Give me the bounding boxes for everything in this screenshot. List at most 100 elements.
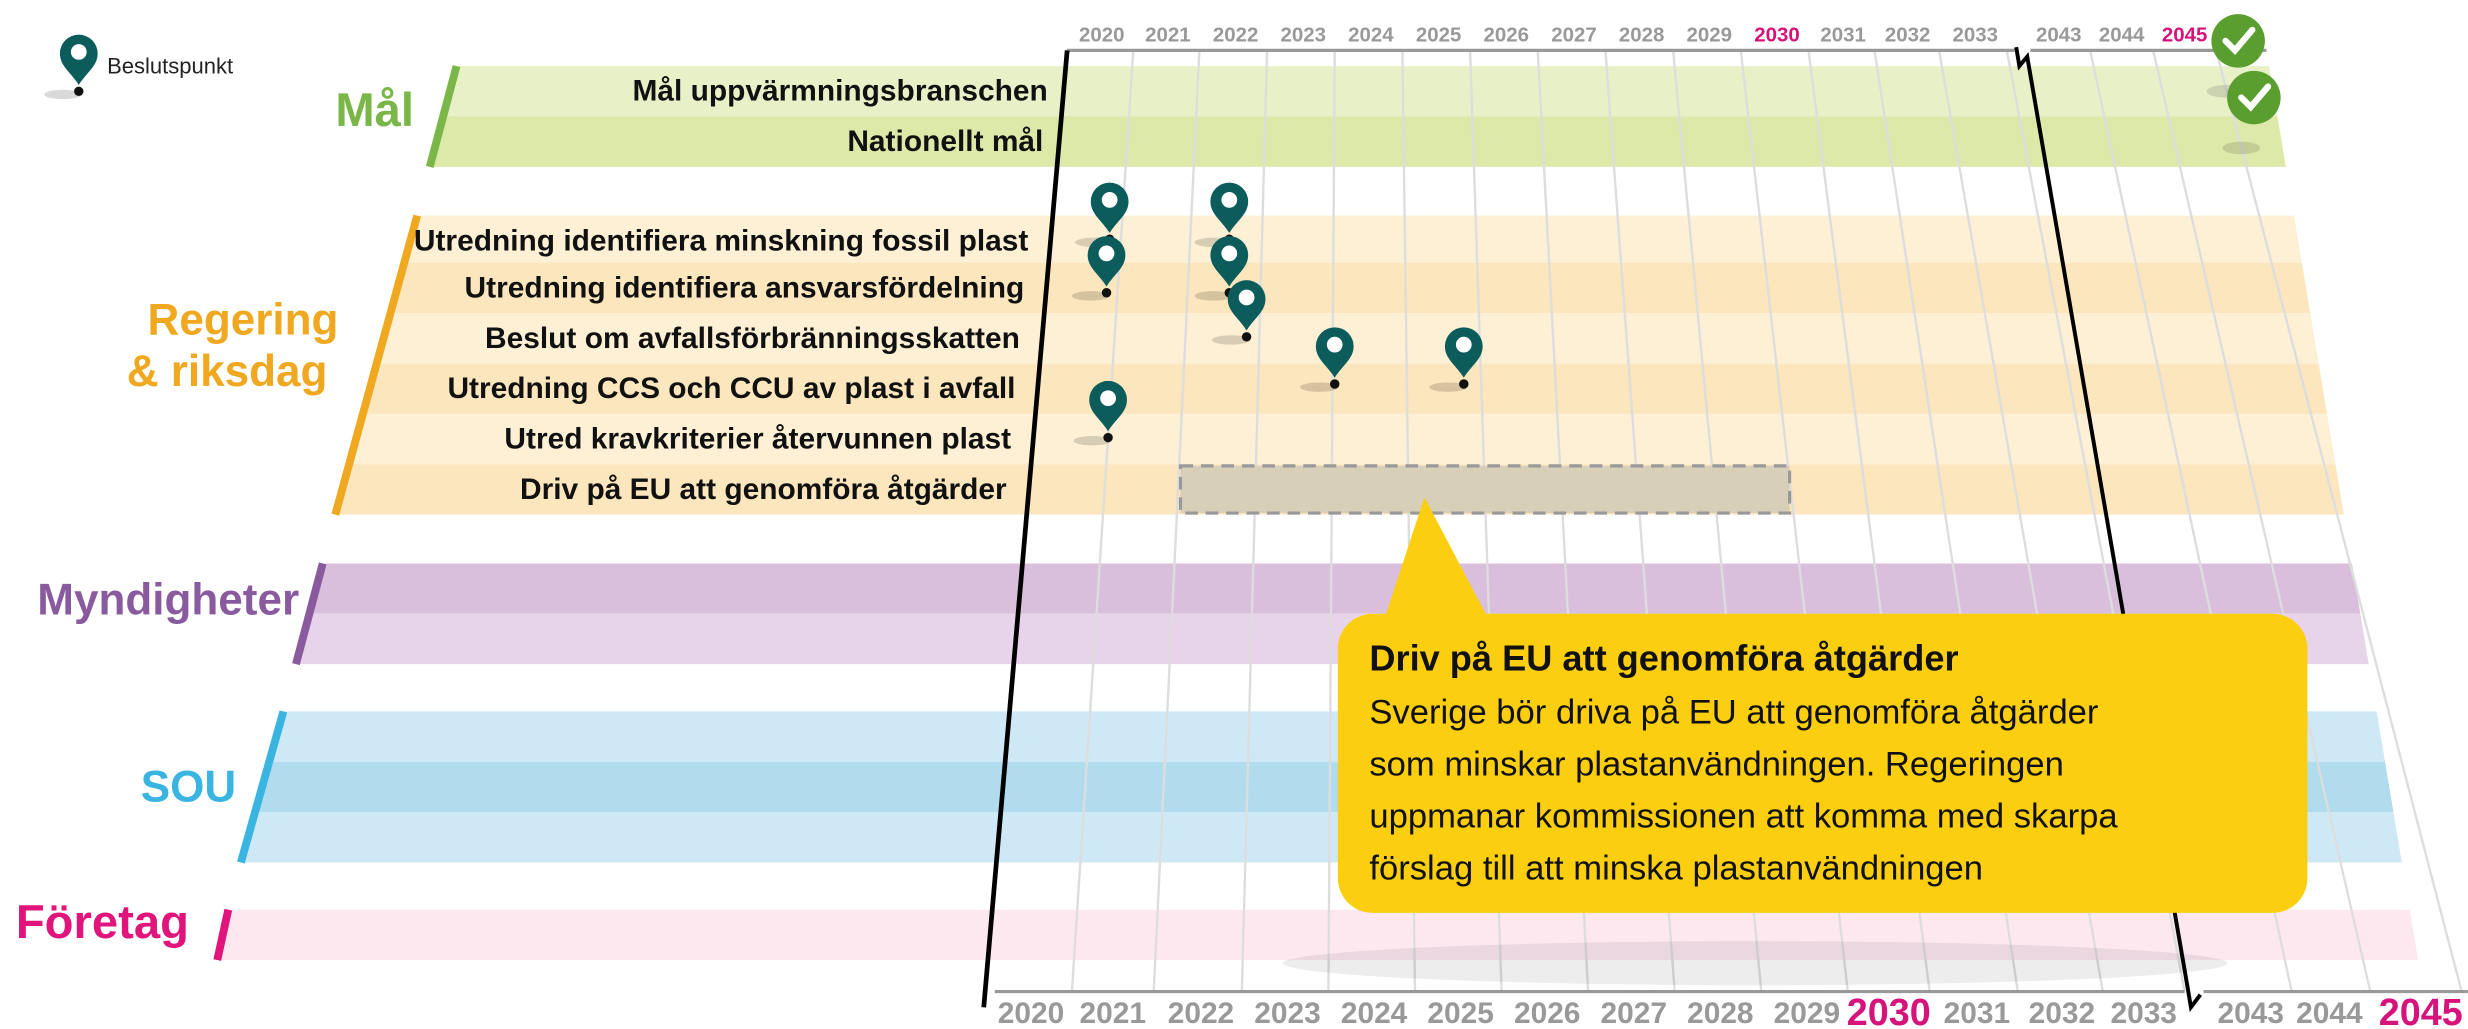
year-label-top: 2022: [1213, 24, 1259, 47]
year-label-bottom: 2031: [1944, 997, 2011, 1029]
group-divider: [213, 908, 233, 961]
year-label-top: 2025: [1416, 24, 1462, 47]
group-divider: [425, 65, 461, 168]
callout: [1337, 613, 2308, 913]
year-label-bottom: 2024: [1341, 997, 1408, 1029]
goal-shadow: [2222, 141, 2261, 155]
callout-title: Driv på EU att genomföra åtgärder: [1369, 638, 1958, 679]
pin-hole: [1238, 289, 1255, 306]
pin-hole: [1221, 245, 1238, 262]
timeline-edge: [981, 50, 1070, 1008]
row-label: Utredning CCS och CCU av plast i avfall: [447, 372, 1015, 405]
group-label: Regering: [148, 295, 339, 344]
pin-shadow: [44, 89, 82, 100]
year-label-top: 2045: [2162, 24, 2208, 47]
year-label-bottom: 2045: [2379, 992, 2463, 1029]
pin-hole: [1098, 245, 1115, 262]
pin-dot: [1103, 432, 1113, 443]
year-label-top: 2021: [1145, 24, 1191, 47]
grid-line: [1152, 50, 1201, 992]
callout-text: förslag till att minska plastanvändninge…: [1369, 849, 1983, 887]
pin-shadow: [1211, 335, 1250, 345]
row-label: Utredning identifiera minskning fossil p…: [414, 224, 1029, 257]
group-divider: [331, 214, 421, 516]
decision-point: [1194, 236, 1249, 301]
year-label-top: 2023: [1280, 24, 1326, 47]
group-label: & riksdag: [127, 347, 328, 396]
year-label-bottom: 2021: [1080, 997, 1147, 1029]
callout-text: Sverige bör driva på EU att genomföra åt…: [1369, 694, 2098, 732]
row-label: Beslut om avfallsförbränningsskatten: [485, 322, 1020, 355]
decision-point: [44, 34, 98, 100]
year-label-top: 2030: [1754, 24, 1800, 47]
group-label: Företag: [16, 896, 189, 949]
year-label-bottom: 2026: [1514, 997, 1581, 1029]
year-label-bottom: 2044: [2296, 997, 2363, 1029]
row-band: [390, 262, 2311, 314]
year-label-bottom: 2033: [2110, 997, 2177, 1029]
callout-pointer: [1385, 497, 1488, 617]
year-label-bottom: 2029: [1774, 997, 1841, 1029]
pin-shadow: [1073, 435, 1112, 446]
row-label: Driv på EU att genomföra åtgärder: [520, 473, 1007, 506]
year-label-top: 2026: [1484, 24, 1530, 47]
pin-shadow: [1071, 291, 1110, 301]
pin-dot: [1459, 379, 1469, 389]
pin-hole: [1221, 192, 1238, 208]
decision-point: [1300, 327, 1354, 392]
row-label: Nationellt mål: [847, 125, 1043, 158]
year-label-bottom: 2043: [2217, 997, 2284, 1029]
row-band: [362, 363, 2328, 414]
goal-check: [2222, 26, 2256, 56]
activity-span: [1178, 464, 1792, 515]
shadow: [1282, 941, 2228, 986]
decision-point: [1429, 327, 1483, 392]
row-band: [349, 413, 2336, 465]
row-label: Utred kravkriterier återvunnen plast: [504, 423, 1011, 456]
year-label-bottom: 2023: [1254, 997, 1321, 1029]
year-label-bottom: 2022: [1168, 997, 1235, 1029]
year-label-top: 2033: [1953, 24, 1999, 47]
pin-hole: [1101, 192, 1118, 208]
year-label-bottom: 2020: [998, 997, 1065, 1029]
callout-text: som minskar plastanvändningen. Regeringe…: [1369, 746, 2064, 784]
pin-hole: [70, 44, 87, 60]
row-band: [217, 909, 2419, 961]
group-divider: [237, 710, 288, 864]
decision-point: [1211, 280, 1266, 345]
year-label-top: 2027: [1551, 24, 1597, 47]
year-label-top: 2028: [1619, 24, 1665, 47]
year-label-bottom: 2025: [1427, 997, 1494, 1029]
year-label-top: 2029: [1687, 24, 1733, 47]
pin-dot: [1241, 332, 1252, 342]
grid-line: [2151, 50, 2372, 992]
year-label-top: 2024: [1348, 24, 1394, 47]
pin-hole: [1455, 336, 1472, 353]
year-label-top: 2044: [2099, 24, 2145, 47]
group-divider: [292, 562, 327, 666]
year-label-bottom: 2032: [2029, 997, 2096, 1029]
row-band: [403, 215, 2303, 266]
grid-line: [2214, 50, 2463, 992]
year-label-bottom: 2028: [1687, 997, 1754, 1029]
pin-shadow: [1194, 291, 1233, 301]
goal-check: [2238, 83, 2272, 112]
callout-text: uppmanar kommissionen att komma med skar…: [1369, 798, 2118, 836]
year-label-top: 2031: [1820, 24, 1866, 47]
grid-line: [1240, 50, 1269, 992]
pin-dot: [74, 86, 84, 97]
year-label-top: 2043: [2036, 24, 2082, 47]
year-label-bottom: 2027: [1601, 997, 1668, 1029]
group-label: SOU: [141, 763, 236, 812]
row-label: Mål uppvärmningsbranschen: [632, 75, 1047, 108]
row-band: [429, 116, 2286, 167]
pin-dot: [1101, 288, 1112, 298]
pin-hole: [1100, 390, 1116, 407]
pin-shadow: [1300, 382, 1338, 392]
timeline-break: [2014, 46, 2202, 1013]
decision-point: [1194, 182, 1249, 248]
legend-label: Beslutspunkt: [107, 53, 233, 78]
group-label: Myndigheter: [37, 575, 299, 624]
year-label-top: 2020: [1079, 24, 1125, 47]
